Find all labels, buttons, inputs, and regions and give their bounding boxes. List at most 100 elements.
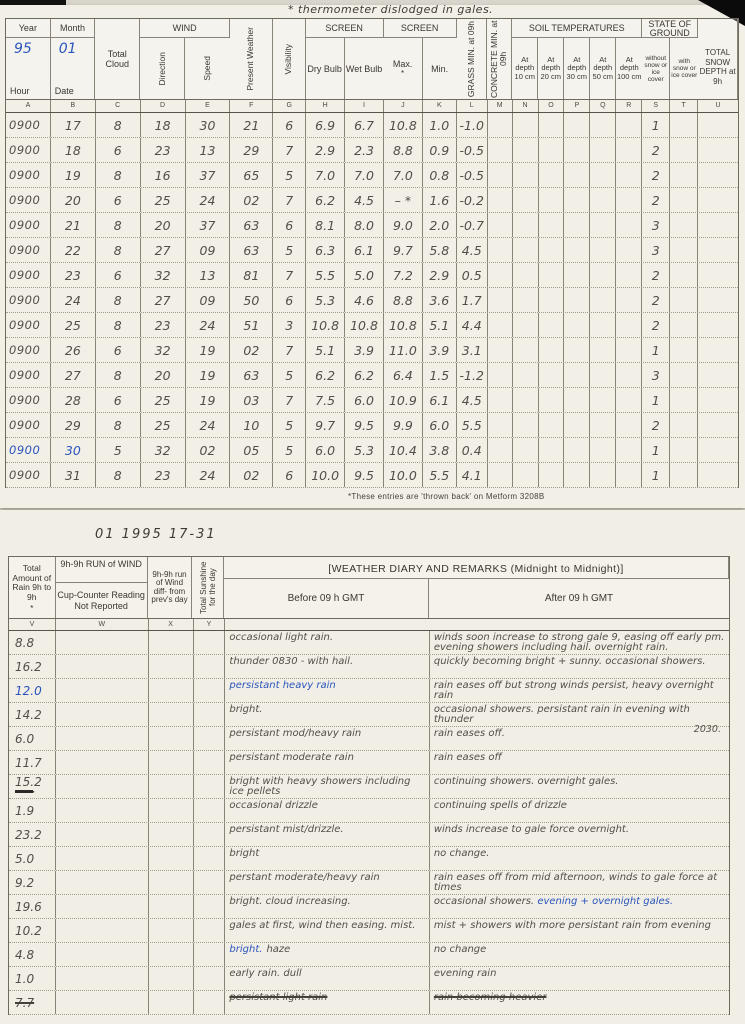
cell-wet-bulb: 2.3 [345, 138, 384, 162]
col-month-date: Month 01 Date [50, 19, 96, 99]
cell-wet-bulb: 9.5 [345, 413, 384, 437]
cell-state-with-snow [670, 413, 699, 437]
cell-diary-before-09h: bright with heavy showers including ice … [225, 775, 430, 798]
cell-wind-run [56, 871, 149, 894]
cell-wet-bulb: 5.0 [345, 263, 384, 287]
diary-row: 10.2 gales at first, wind then easing. m… [9, 919, 729, 943]
soil-temperatures-group: SOIL TEMPERATURES At depth 10 cm At depth… [512, 19, 643, 99]
cell-min-temp: 3.6 [423, 288, 457, 312]
cell-wind-speed: 37 [186, 213, 231, 237]
cell-wind-diff [149, 775, 194, 798]
cell-diary-before-09h: persistant mod/heavy rain [225, 727, 430, 750]
cell-wind-run [56, 751, 149, 774]
cell-soil-20cm [539, 188, 565, 212]
cell-max-temp: 7.2 [384, 263, 423, 287]
diary-row: 11.7 persistant moderate rain rain eases… [9, 751, 729, 775]
cell-soil-50cm [590, 338, 617, 362]
cell-concrete-min [488, 113, 513, 137]
cell-wet-bulb: 7.0 [345, 163, 384, 187]
cell-date: 17 [51, 113, 96, 137]
cell-min-temp: 6.0 [423, 413, 457, 437]
cell-diary-before-09h: persistant light rain [225, 991, 430, 1014]
cell-present-weather: 02 [230, 338, 274, 362]
cell-dry-bulb: 8.1 [306, 213, 346, 237]
cell-sunshine [194, 679, 226, 702]
cell-diary-before-09h: persistant heavy rain [225, 679, 430, 702]
cell-wind-direction: 25 [141, 388, 186, 412]
cell-soil-100cm [616, 338, 643, 362]
cell-wind-speed: 19 [186, 363, 231, 387]
cell-wind-speed: 13 [186, 263, 231, 287]
cell-grass-min: -0.5 [457, 163, 488, 187]
cell-soil-20cm [539, 338, 565, 362]
cell-state-of-ground: 1 [642, 113, 671, 137]
speed-header: Speed [202, 56, 213, 81]
cell-sunshine [194, 703, 226, 726]
cell-soil-20cm [539, 438, 565, 462]
cell-wind-run [56, 703, 149, 726]
cell-wet-bulb: 6.1 [345, 238, 384, 262]
cell-soil-50cm [590, 213, 617, 237]
column-letter-row: A B C D E F G H I J K L M N O P Q R S T … [6, 100, 738, 113]
cell-soil-30cm [564, 138, 591, 162]
cell-concrete-min [488, 238, 513, 262]
cell-diary-after-09h: occasional showers. persistant rain in e… [433, 704, 721, 735]
cell-soil-30cm [564, 338, 591, 362]
screen-bulb-group: SCREEN Dry Bulb Wet Bulb [305, 19, 384, 99]
cell-diary-before-09h: bright. haze [225, 943, 430, 966]
month-value: 01 [58, 41, 77, 57]
cell-diary-before-09h: thunder 0830 - with hail. [225, 655, 430, 678]
cell-soil-30cm [564, 238, 591, 262]
cell-wind-diff [149, 799, 194, 822]
cell-rain-amount: 6.0 [9, 727, 56, 750]
cell-date: 27 [51, 363, 96, 387]
cell-snow-depth [698, 463, 738, 487]
cell-wind-speed: 24 [186, 413, 231, 437]
cell-soil-100cm [616, 463, 643, 487]
cell-sunshine [194, 823, 226, 846]
cell-wet-bulb: 6.2 [345, 363, 384, 387]
cell-present-weather: 21 [230, 113, 274, 137]
total-cloud-label: Total Cloud [105, 49, 130, 69]
cell-visibility: 7 [273, 388, 307, 412]
state-group-label: STATE OF GROUND [642, 19, 699, 38]
cell-dry-bulb: 5.3 [306, 288, 346, 312]
cell-wind-diff [149, 679, 194, 702]
register-row: 0900 26 6 32 19 02 7 5.1 3.9 11.0 3.9 3.… [6, 338, 738, 363]
max-header: Max. * [384, 38, 423, 99]
cell-state-with-snow [670, 463, 699, 487]
cell-present-weather: 02 [230, 188, 274, 212]
cell-dry-bulb: 6.3 [306, 238, 346, 262]
cell-soil-100cm [616, 188, 643, 212]
cell-soil-100cm [616, 238, 643, 262]
cell-sunshine [194, 775, 226, 798]
cell-visibility: 3 [273, 313, 307, 337]
cell-grass-min: -0.5 [457, 138, 488, 162]
cell-state-of-ground: 3 [642, 363, 671, 387]
cell-soil-10cm [513, 213, 539, 237]
cell-concrete-min [488, 363, 513, 387]
cell-hour: 0900 [6, 413, 51, 437]
cell-soil-30cm [564, 438, 591, 462]
cell-rain-amount: 23.2 [9, 823, 56, 846]
cell-sunshine [194, 799, 226, 822]
cell-soil-10cm [513, 288, 539, 312]
cell-total-cloud: 8 [96, 163, 141, 187]
thrown-back-footnote: *These entries are 'thrown back' on Metf… [348, 492, 545, 501]
cell-grass-min: -1.2 [457, 363, 488, 387]
cell-soil-20cm [539, 213, 565, 237]
cell-wind-diff [149, 895, 194, 918]
cell-wind-speed: 24 [186, 313, 231, 337]
cell-wind-speed: 24 [186, 188, 231, 212]
cell-diary-before-09h: gales at first, wind then easing. mist. [225, 919, 430, 942]
register-row: 0900 21 8 20 37 63 6 8.1 8.0 9.0 2.0 -0.… [6, 213, 738, 238]
cell-state-with-snow [670, 138, 699, 162]
cell-grass-min: 4.1 [457, 463, 488, 487]
cell-min-temp: 1.0 [423, 113, 457, 137]
cell-date: 30 [51, 438, 96, 462]
cell-soil-20cm [539, 413, 565, 437]
wind-group: WIND Direction Speed [140, 19, 231, 99]
cell-min-temp: 5.1 [423, 313, 457, 337]
cell-wind-speed: 02 [186, 438, 231, 462]
cell-state-with-snow [670, 213, 699, 237]
